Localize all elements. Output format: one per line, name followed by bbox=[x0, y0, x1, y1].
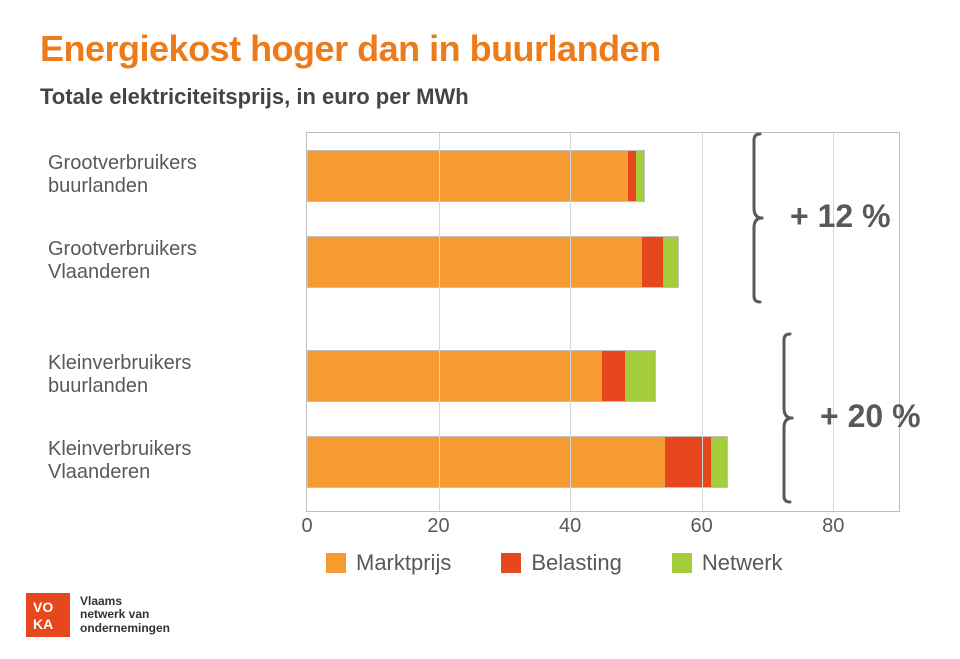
bar-segment bbox=[628, 151, 636, 201]
legend-item: Netwerk bbox=[672, 550, 783, 576]
y-label: Grootverbruikers buurlanden bbox=[48, 132, 306, 218]
y-label: Kleinverbruikers buurlanden bbox=[48, 332, 306, 418]
legend-item: Belasting bbox=[501, 550, 622, 576]
x-tick: 80 bbox=[822, 515, 844, 538]
bar-segment bbox=[308, 151, 628, 201]
y-label: Grootverbruikers Vlaanderen bbox=[48, 218, 306, 304]
legend-label: Marktprijs bbox=[356, 550, 451, 576]
y-labels: Grootverbruikers buurlandenGrootverbruik… bbox=[48, 132, 306, 512]
legend-swatch-icon bbox=[501, 553, 521, 573]
brand-footer: VO KA Vlaams netwerk van ondernemingen bbox=[26, 593, 170, 637]
bar-segment bbox=[602, 351, 625, 401]
y-label: Kleinverbruikers Vlaanderen bbox=[48, 418, 306, 504]
page-title: Energiekost hoger dan in buurlanden bbox=[40, 28, 920, 70]
slide: Energiekost hoger dan in buurlanden Tota… bbox=[0, 0, 960, 659]
brand-logo-icon: VO KA bbox=[26, 593, 70, 637]
bar bbox=[307, 236, 679, 288]
bar-segment bbox=[642, 237, 663, 287]
brace-icon bbox=[778, 332, 808, 504]
x-tick: 60 bbox=[691, 515, 713, 538]
brace-icon bbox=[748, 132, 778, 304]
bar-segment bbox=[663, 237, 679, 287]
x-tick: 20 bbox=[427, 515, 449, 538]
brand-line2: netwerk van bbox=[80, 608, 170, 621]
legend-label: Belasting bbox=[531, 550, 622, 576]
bar-segment bbox=[308, 437, 665, 487]
svg-text:KA: KA bbox=[33, 616, 53, 632]
legend-swatch-icon bbox=[672, 553, 692, 573]
bar-segment bbox=[308, 237, 642, 287]
brand-text: Vlaams netwerk van ondernemingen bbox=[80, 595, 170, 635]
bar bbox=[307, 350, 656, 402]
x-tick: 40 bbox=[559, 515, 581, 538]
bar-segment bbox=[665, 437, 711, 487]
bars bbox=[307, 133, 899, 511]
annotation-pct-2: + 20 % bbox=[820, 398, 921, 435]
brand-line3: ondernemingen bbox=[80, 622, 170, 635]
legend-item: Marktprijs bbox=[326, 550, 451, 576]
subtitle: Totale elektriciteitsprijs, in euro per … bbox=[40, 84, 920, 110]
x-tick: 0 bbox=[301, 515, 312, 538]
plot-area: 020406080 bbox=[306, 132, 900, 512]
bar-segment bbox=[308, 351, 602, 401]
bar-segment bbox=[625, 351, 654, 401]
bar bbox=[307, 436, 728, 488]
legend-label: Netwerk bbox=[702, 550, 783, 576]
bar-segment bbox=[636, 151, 644, 201]
bar-segment bbox=[711, 437, 727, 487]
legend: Marktprijs Belasting Netwerk bbox=[326, 550, 920, 576]
annotation-pct-1: + 12 % bbox=[790, 198, 891, 235]
legend-swatch-icon bbox=[326, 553, 346, 573]
svg-text:VO: VO bbox=[33, 599, 53, 615]
bar bbox=[307, 150, 645, 202]
chart: Grootverbruikers buurlandenGrootverbruik… bbox=[48, 132, 900, 512]
